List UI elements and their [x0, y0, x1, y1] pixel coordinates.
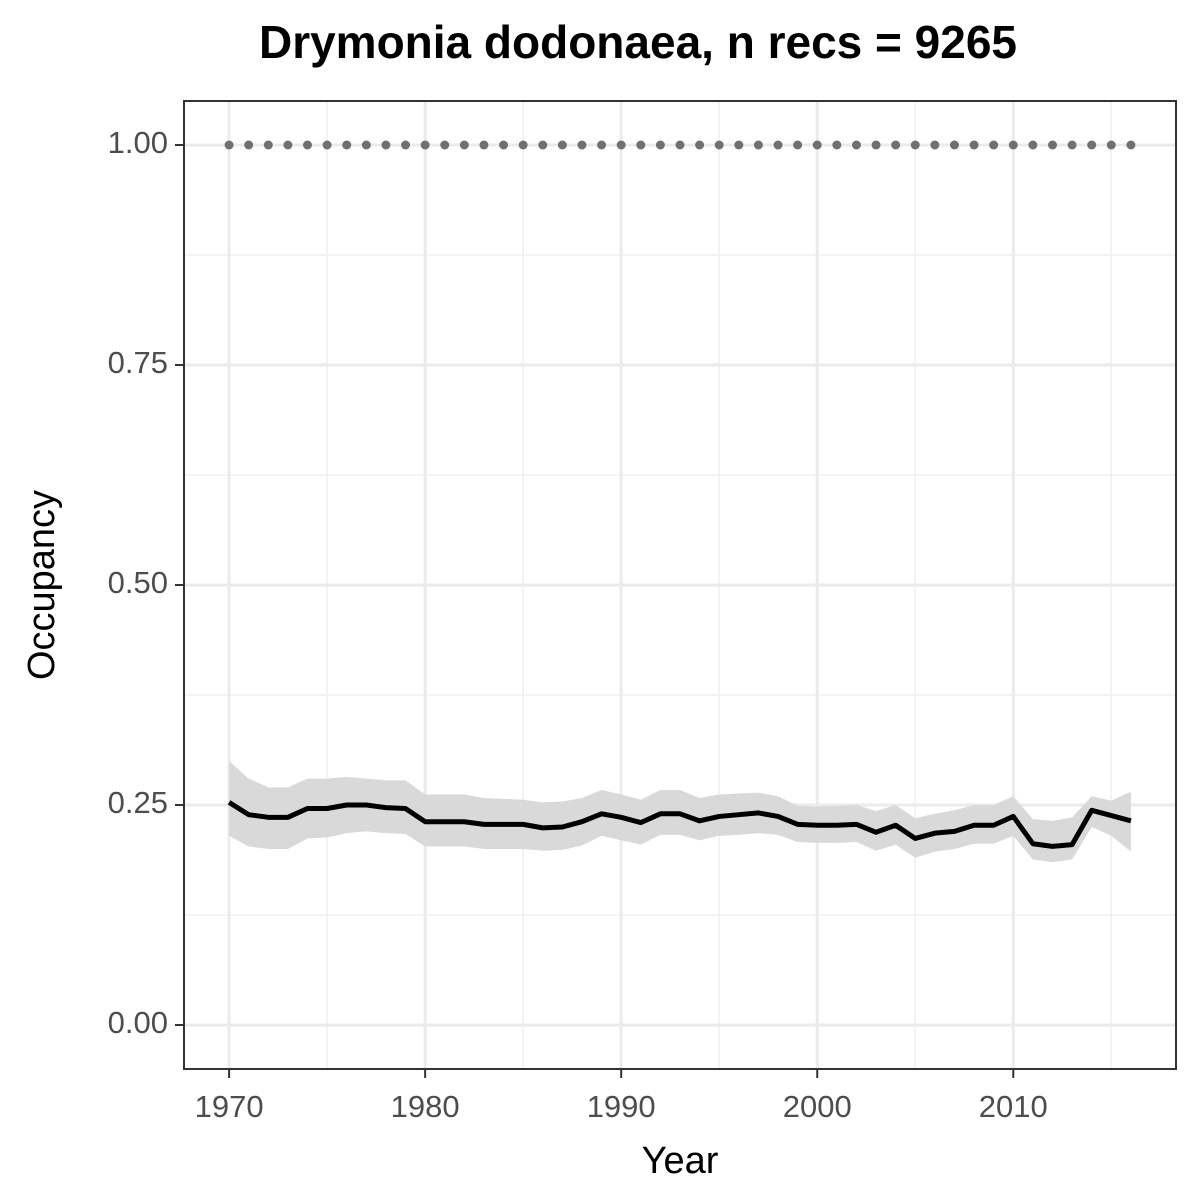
x-tick-label: 1990 [587, 1089, 656, 1124]
dot [1106, 140, 1116, 150]
dot [1028, 140, 1038, 150]
dot [440, 140, 450, 150]
x-tick-label: 2010 [979, 1089, 1048, 1124]
y-tick-label: 0.50 [108, 565, 168, 600]
dot [714, 140, 724, 150]
dot [381, 140, 391, 150]
occupancy-line [227, 800, 1132, 849]
y-tick-label: 0.25 [108, 785, 168, 820]
dot [244, 140, 254, 150]
y-tick-label: 1.00 [108, 125, 168, 160]
dot [361, 140, 371, 150]
dot [1126, 140, 1136, 150]
x-axis-title: Year [642, 1140, 719, 1182]
dot [734, 140, 744, 150]
dot [420, 140, 430, 150]
dot [636, 140, 646, 150]
dot [949, 140, 959, 150]
dot [989, 140, 999, 150]
dot [322, 140, 332, 150]
dot [342, 140, 352, 150]
dot [793, 140, 803, 150]
dot [832, 140, 842, 150]
dot [655, 140, 665, 150]
x-tick-label: 2000 [783, 1089, 852, 1124]
dot [675, 140, 685, 150]
x-tick-label: 1970 [195, 1089, 264, 1124]
dot [851, 140, 861, 150]
dot [616, 140, 626, 150]
dot [930, 140, 940, 150]
dot [969, 140, 979, 150]
dot [479, 140, 489, 150]
dot [753, 140, 763, 150]
dot [283, 140, 293, 150]
dot [910, 140, 920, 150]
dot [263, 140, 273, 150]
dot [557, 140, 567, 150]
dot [1067, 140, 1077, 150]
y-axis-title: Occupancy [21, 490, 63, 680]
dot [891, 140, 901, 150]
y-tick-label: 0.75 [108, 345, 168, 380]
dot [577, 140, 587, 150]
dot [1087, 140, 1097, 150]
dot [518, 140, 528, 150]
dot [773, 140, 783, 150]
dot [871, 140, 881, 150]
dot [695, 140, 705, 150]
x-tick-label: 1980 [391, 1089, 460, 1124]
plot-border [183, 100, 1177, 1070]
dot [538, 140, 548, 150]
y-tick-label: 0.00 [108, 1005, 168, 1040]
dot [224, 140, 234, 150]
chart-title: Drymonia dodonaea, n recs = 9265 [259, 16, 1017, 68]
dot [499, 140, 509, 150]
dot [401, 140, 411, 150]
dot [1047, 140, 1057, 150]
dot [459, 140, 469, 150]
dot [303, 140, 313, 150]
dot [1008, 140, 1018, 150]
dot [812, 140, 822, 150]
dot [597, 140, 607, 150]
